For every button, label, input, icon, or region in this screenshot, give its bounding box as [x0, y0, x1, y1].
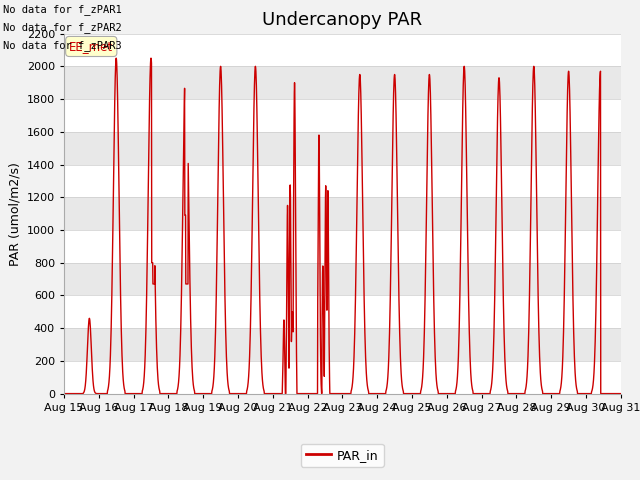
- Text: No data for f_zPAR2: No data for f_zPAR2: [3, 22, 122, 33]
- Bar: [64, 361, 621, 394]
- Bar: [64, 328, 621, 361]
- Text: No data for f_zPAR1: No data for f_zPAR1: [3, 4, 122, 15]
- Bar: [64, 295, 621, 328]
- Y-axis label: PAR (umol/m2/s): PAR (umol/m2/s): [8, 162, 21, 265]
- Bar: [64, 99, 621, 132]
- Bar: [64, 165, 621, 197]
- Text: No data for f_zPAR3: No data for f_zPAR3: [3, 40, 122, 51]
- Bar: [64, 66, 621, 99]
- Text: EE_met: EE_met: [69, 40, 113, 53]
- Bar: [64, 197, 621, 230]
- Bar: [64, 263, 621, 295]
- Bar: [64, 132, 621, 165]
- Bar: [64, 230, 621, 263]
- Legend: PAR_in: PAR_in: [301, 444, 384, 467]
- Title: Undercanopy PAR: Undercanopy PAR: [262, 11, 422, 29]
- Bar: [64, 34, 621, 66]
